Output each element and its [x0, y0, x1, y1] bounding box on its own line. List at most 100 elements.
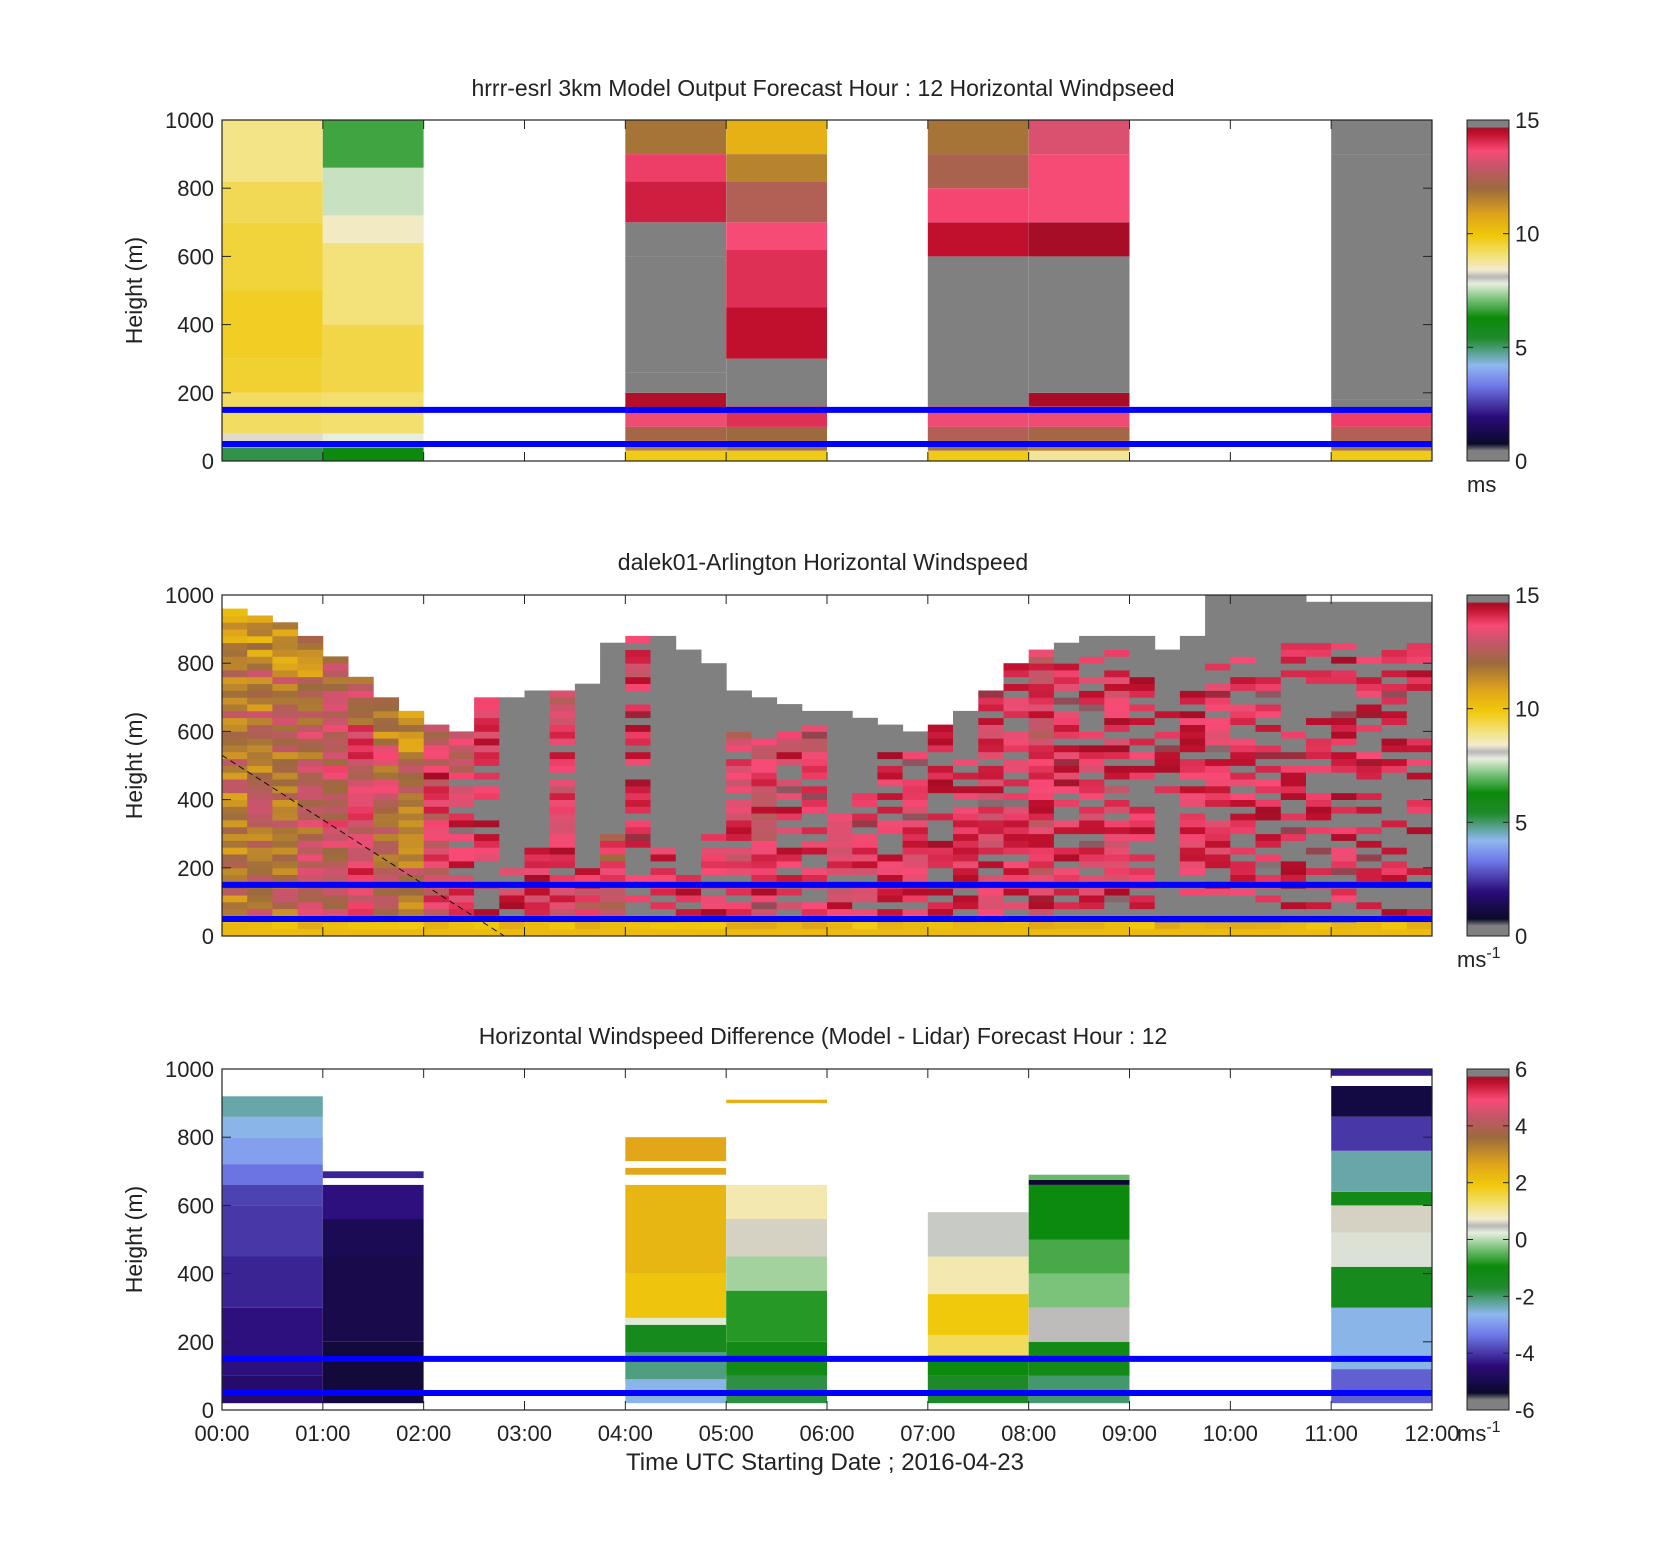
heatmap-cell [1154, 751, 1181, 760]
heatmap-cell [574, 697, 601, 705]
heatmap-cell [1079, 649, 1105, 657]
heatmap-cell [877, 861, 904, 869]
panel-title: Horizontal Windspeed Difference (Model -… [479, 1023, 1168, 1049]
heatmap-cell [1331, 601, 1357, 609]
heatmap-cell [650, 922, 677, 930]
heatmap-cell [1356, 751, 1383, 760]
heatmap-cell [726, 731, 752, 739]
heatmap-cell [675, 765, 702, 773]
heatmap-cell [373, 847, 399, 855]
heatmap-cell [574, 745, 601, 753]
heatmap-cell [1331, 799, 1357, 807]
heatmap-cell [1306, 656, 1332, 664]
heatmap-cell [1356, 772, 1383, 780]
heatmap-cell [877, 840, 904, 848]
heatmap-cell [222, 1256, 323, 1308]
heatmap-cell [1154, 806, 1181, 814]
heatmap-cell [776, 765, 803, 773]
heatmap-cell [1104, 704, 1130, 712]
heatmap-cell [801, 922, 828, 930]
heatmap-cell [1255, 670, 1282, 678]
heatmap-cell [1280, 922, 1307, 930]
heatmap-cell [574, 690, 601, 698]
heatmap-cell [1306, 895, 1332, 903]
heatmap-cell [726, 867, 752, 875]
heatmap-cell [574, 826, 601, 835]
heatmap-cell [1280, 895, 1307, 903]
heatmap-cell [1331, 1191, 1432, 1206]
heatmap-cell [499, 799, 525, 807]
heatmap-cell [751, 765, 778, 773]
y-tick-label: 0 [202, 449, 214, 474]
heatmap-cell [297, 901, 324, 910]
heatmap-cell [675, 929, 702, 936]
heatmap-cell [801, 765, 828, 773]
heatmap-cell [1331, 1086, 1432, 1117]
heatmap-cell [801, 772, 828, 780]
heatmap-cell [978, 765, 1004, 773]
heatmap-cell [902, 751, 929, 760]
heatmap-cell [625, 813, 651, 821]
heatmap-cell [927, 867, 954, 875]
heatmap-cell [1280, 772, 1307, 780]
heatmap-cell [1003, 683, 1030, 691]
heatmap-cell [499, 888, 525, 896]
heatmap-cell [574, 861, 601, 869]
heatmap-cell [1179, 717, 1206, 725]
heatmap-cell [348, 813, 374, 821]
heatmap-cell [625, 765, 651, 773]
heatmap-cell [801, 717, 828, 725]
heatmap-cell [297, 786, 324, 794]
heatmap-cell [1406, 683, 1433, 691]
heatmap-cell [322, 1219, 424, 1257]
heatmap-cell [448, 820, 475, 828]
heatmap-cell [1230, 751, 1256, 760]
heatmap-cell [222, 622, 248, 630]
heatmap-cell [1129, 676, 1156, 684]
heatmap-cell [1381, 697, 1408, 705]
heatmap-cell [1053, 772, 1080, 780]
heatmap-cell [650, 697, 677, 705]
heatmap-cell [448, 854, 475, 862]
heatmap-cell [953, 901, 979, 910]
heatmap-cell [348, 751, 374, 760]
heatmap-cell [524, 820, 551, 828]
heatmap-cell [1306, 765, 1332, 773]
panel-difference: Horizontal Windspeed Difference (Model -… [121, 1023, 1535, 1446]
heatmap-cell [423, 895, 450, 903]
heatmap-cell [877, 826, 904, 835]
heatmap-cell [272, 854, 299, 862]
heatmap-cell [1306, 901, 1332, 910]
heatmap-cell [827, 738, 853, 746]
heatmap-cell [625, 670, 651, 678]
heatmap-cell [1205, 615, 1231, 623]
heatmap-cell [1406, 799, 1433, 807]
heatmap-cell [1003, 901, 1030, 910]
heatmap-cell [1154, 738, 1181, 746]
heatmap-cell [1053, 717, 1080, 725]
colorbar-tick-label: 6 [1515, 1057, 1527, 1082]
heatmap-cell [297, 663, 324, 671]
heatmap-cell [852, 874, 878, 882]
heatmap-cell [1255, 656, 1282, 664]
heatmap-cell [701, 888, 727, 896]
heatmap-cell [927, 154, 1029, 189]
heatmap-cell [549, 738, 576, 746]
heatmap-cell [726, 779, 752, 787]
heatmap-cell [877, 772, 904, 780]
heatmap-cell [1255, 854, 1282, 862]
heatmap-cell [1205, 922, 1231, 930]
heatmap-cell [776, 710, 803, 719]
heatmap-cell [574, 758, 601, 766]
heatmap-cell [1179, 710, 1206, 719]
heatmap-cell [247, 813, 273, 821]
heatmap-cell [1104, 738, 1130, 746]
heatmap-cell [927, 929, 954, 936]
heatmap-cell [524, 833, 551, 841]
heatmap-cell [625, 676, 651, 684]
heatmap-cell [1406, 895, 1433, 903]
heatmap-cell [423, 929, 450, 936]
heatmap-cell [272, 799, 299, 807]
heatmap-cell [322, 324, 424, 393]
heatmap-cell [1179, 874, 1206, 882]
